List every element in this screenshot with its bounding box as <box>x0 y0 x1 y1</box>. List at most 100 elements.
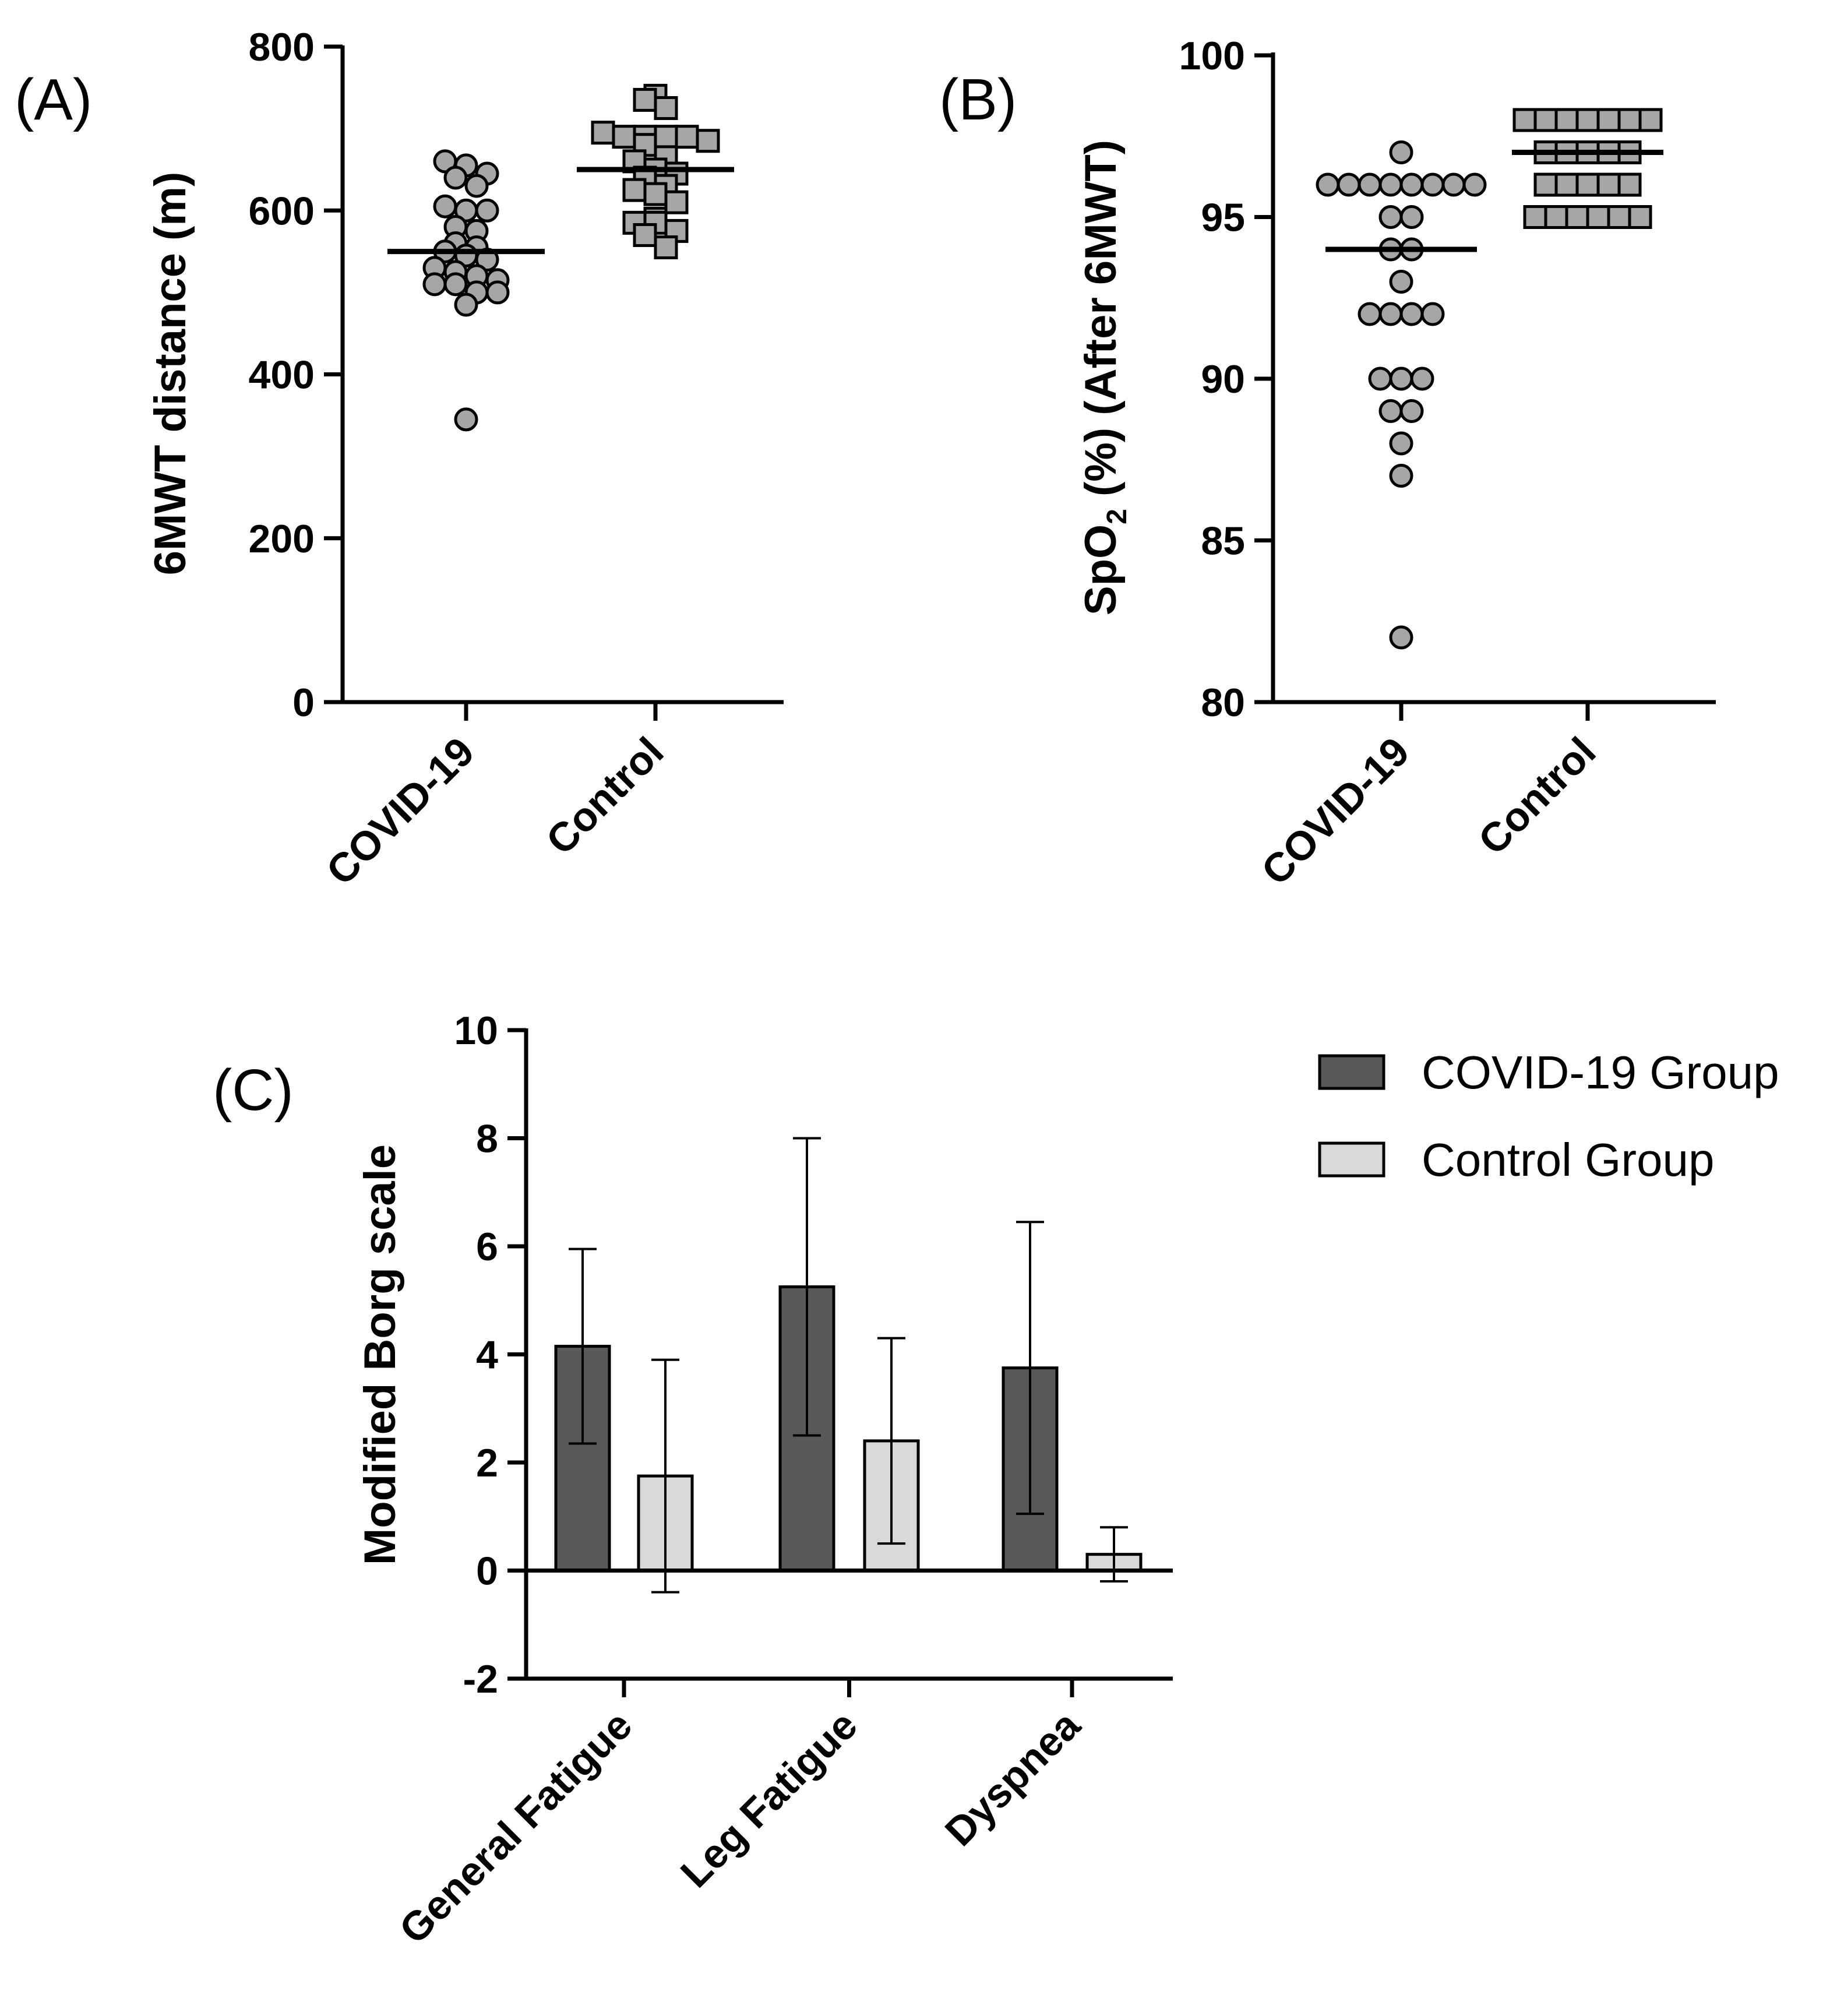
panel-c: (C) -2 0 2 4 6 8 10 General Fatigue Leg Fatigue… <box>213 1009 1779 1952</box>
panel-b-ytick-label-3: 95 <box>1201 196 1245 240</box>
panel-b-point-1-13 <box>1554 172 1579 197</box>
panel-c-xtick-label-1: Leg Fatigue <box>672 1702 866 1896</box>
panel-b-point-1-12 <box>1533 172 1558 197</box>
legend-label-control: Control Group <box>1422 1134 1714 1186</box>
panel-b-y-label: SpO2 (%) (After 6MWT) <box>1076 140 1133 615</box>
panel-c-ytick-label-4: 6 <box>476 1225 498 1269</box>
panel-a-point-1-23 <box>633 223 657 247</box>
panel-a-point-1-6 <box>654 125 678 149</box>
panel-b-point-0-1 <box>1316 172 1340 197</box>
panel-b-point-0-15 <box>1378 302 1403 326</box>
panel-a-ytick-label-3: 600 <box>249 189 315 233</box>
panel-b-y-label-main: SpO <box>1076 524 1126 615</box>
panel-a-ytick-label-1: 200 <box>249 517 315 561</box>
panel-b-point-1-3 <box>1575 108 1600 132</box>
panel-a-point-1-17 <box>643 182 668 206</box>
panel-b-point-1-6 <box>1638 108 1663 132</box>
panel-a-point-1-3 <box>591 121 615 145</box>
panel-b-point-1-19 <box>1565 205 1589 229</box>
panel-c-ytick-label-1: 0 <box>476 1549 498 1594</box>
panel-b-point-0-25 <box>1389 625 1413 650</box>
panel-b-point-0-10 <box>1399 205 1424 229</box>
panel-b-y-label-sub: 2 <box>1102 509 1133 524</box>
panel-b-point-0-0 <box>1389 140 1413 164</box>
panel-a-point-0-24 <box>454 407 478 432</box>
panel-b-x-ticks: COVID-19 Control <box>1253 702 1605 894</box>
panel-a-point-1-4 <box>612 125 636 149</box>
legend-swatch-control <box>1318 1141 1385 1178</box>
panel-c-xtick-label-2: Dyspnea <box>936 1702 1089 1855</box>
panel-b-point-1-4 <box>1596 108 1621 132</box>
panel-c-label: (C) <box>213 1058 294 1123</box>
panel-c-y-ticks: -2 0 2 4 6 8 10 <box>454 1009 526 1701</box>
panel-a-point-0-4 <box>464 174 489 198</box>
panel-b-point-0-24 <box>1389 464 1413 488</box>
panel-b-point-0-5 <box>1399 172 1424 197</box>
panel-a-ytick-label-2: 400 <box>249 353 315 397</box>
panel-b-xtick-label-1: Control <box>1470 728 1605 863</box>
panel-c-ytick-label-5: 8 <box>476 1117 498 1161</box>
panel-a-point-1-18 <box>664 190 689 214</box>
panel-b-ytick-label-4: 100 <box>1179 34 1245 78</box>
panel-b-ytick-label-1: 85 <box>1201 519 1245 563</box>
panel-b-y-label-rest: (%) (After 6MWT) <box>1076 140 1126 509</box>
panel-b-point-1-5 <box>1617 108 1642 132</box>
panel-c-legend: COVID-19 Group Control Group <box>1318 1046 1779 1186</box>
panel-c-ytick-label-3: 4 <box>476 1333 498 1377</box>
panel-a-y-label: 6MWT distance (m) <box>146 172 195 576</box>
panel-a: (A) 0 200 400 600 800 COVID-19 Control 6MWT d… <box>15 25 784 894</box>
panel-b-point-0-9 <box>1378 205 1403 229</box>
panel-b-point-0-17 <box>1420 302 1445 326</box>
panel-b-point-0-19 <box>1389 366 1413 391</box>
panel-a-point-1-7 <box>675 125 699 149</box>
panel-b-point-0-7 <box>1441 172 1466 197</box>
panel-a-point-0-22 <box>485 280 510 305</box>
panel-b-point-0-21 <box>1378 399 1403 423</box>
panel-b-point-0-4 <box>1378 172 1403 197</box>
panel-b-ytick-label-2: 90 <box>1201 357 1245 401</box>
panel-a-ytick-label-4: 800 <box>249 25 315 69</box>
panel-b-point-0-8 <box>1462 172 1487 197</box>
panel-a-point-1-1 <box>633 87 657 112</box>
panel-c-ytick-label-6: 10 <box>454 1009 498 1053</box>
panel-b-point-0-6 <box>1420 172 1445 197</box>
panel-b-means <box>1325 150 1663 252</box>
panel-a-y-ticks: 0 200 400 600 800 <box>249 25 343 725</box>
panel-b-point-0-13 <box>1389 270 1413 294</box>
panel-b-point-1-18 <box>1544 205 1568 229</box>
panel-b-point-0-2 <box>1337 172 1361 197</box>
panel-b-point-0-14 <box>1358 302 1382 326</box>
panel-a-points <box>422 83 720 432</box>
panel-a-point-0-5 <box>433 194 457 218</box>
panel-b-y-ticks: 80 85 90 95 100 <box>1179 34 1273 725</box>
panel-c-ytick-label-2: 2 <box>476 1441 498 1485</box>
panel-a-point-1-2 <box>654 96 678 120</box>
panel-c-error-bars <box>569 1137 1128 1594</box>
panel-a-means <box>387 167 734 255</box>
panel-a-point-1-24 <box>654 235 678 260</box>
panel-a-label: (A) <box>15 67 92 132</box>
panel-a-ytick-label-0: 0 <box>292 681 315 725</box>
panel-b-point-1-22 <box>1628 205 1652 229</box>
panel-c-bars <box>524 1285 1173 1573</box>
panel-b-point-1-20 <box>1586 205 1610 229</box>
legend-label-covid: COVID-19 Group <box>1422 1046 1779 1098</box>
panel-b-point-1-16 <box>1617 172 1642 197</box>
panel-b-point-0-16 <box>1399 302 1424 326</box>
panel-c-x-ticks: General Fatigue Leg Fatigue Dyspnea <box>390 1679 1089 1952</box>
panel-c-y-label: Modified Borg scale <box>355 1144 405 1565</box>
panel-a-x-ticks: COVID-19 Control <box>318 702 672 894</box>
panel-b-point-0-18 <box>1368 366 1392 391</box>
panel-b-point-1-0 <box>1512 108 1537 132</box>
panel-a-xtick-label-1: Control <box>538 728 672 863</box>
panel-b-point-1-2 <box>1554 108 1579 132</box>
panel-a-point-0-23 <box>454 292 478 317</box>
panel-b-xtick-label-0: COVID-19 <box>1253 728 1418 893</box>
panel-b-point-0-22 <box>1399 399 1424 423</box>
panel-a-point-1-8 <box>696 129 720 153</box>
panel-b-point-1-1 <box>1533 108 1558 132</box>
panel-b-label: (B) <box>939 67 1017 132</box>
panel-a-point-0-20 <box>443 272 468 297</box>
panel-a-point-0-3 <box>443 165 468 190</box>
